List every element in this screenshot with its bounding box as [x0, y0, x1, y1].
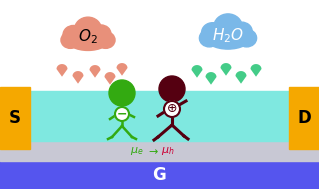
Ellipse shape — [237, 29, 256, 47]
Text: D: D — [297, 109, 311, 127]
Polygon shape — [205, 72, 217, 85]
Circle shape — [159, 76, 185, 102]
Text: $\mu_e$: $\mu_e$ — [130, 145, 144, 157]
Ellipse shape — [91, 25, 111, 43]
Ellipse shape — [199, 29, 219, 47]
Polygon shape — [250, 64, 262, 77]
Circle shape — [109, 80, 135, 106]
Ellipse shape — [66, 28, 110, 50]
Ellipse shape — [231, 22, 252, 41]
Text: $H_2O$: $H_2O$ — [212, 27, 244, 45]
Ellipse shape — [63, 26, 84, 44]
Ellipse shape — [202, 23, 224, 43]
Polygon shape — [56, 64, 68, 77]
Polygon shape — [116, 63, 128, 76]
Bar — [289, 87, 319, 149]
Text: −: − — [117, 107, 127, 120]
Ellipse shape — [205, 25, 251, 49]
Circle shape — [115, 107, 129, 121]
Bar — [0, 141, 319, 161]
Ellipse shape — [96, 32, 115, 48]
Bar — [0, 87, 30, 149]
Text: G: G — [152, 166, 166, 184]
Polygon shape — [220, 63, 232, 76]
Ellipse shape — [74, 17, 101, 42]
Polygon shape — [105, 72, 115, 85]
Text: $\mu_h$: $\mu_h$ — [161, 145, 175, 157]
Polygon shape — [235, 71, 247, 84]
Text: $O_2$: $O_2$ — [78, 28, 98, 46]
Bar — [28, 91, 291, 141]
Polygon shape — [72, 71, 84, 84]
Text: $\rightarrow$: $\rightarrow$ — [145, 146, 159, 156]
Text: ⊕: ⊕ — [167, 102, 177, 115]
Text: S: S — [9, 109, 21, 127]
Ellipse shape — [214, 14, 242, 40]
Polygon shape — [191, 65, 203, 78]
Ellipse shape — [61, 32, 80, 48]
Circle shape — [164, 101, 180, 117]
Bar — [0, 161, 319, 189]
Polygon shape — [90, 65, 100, 78]
